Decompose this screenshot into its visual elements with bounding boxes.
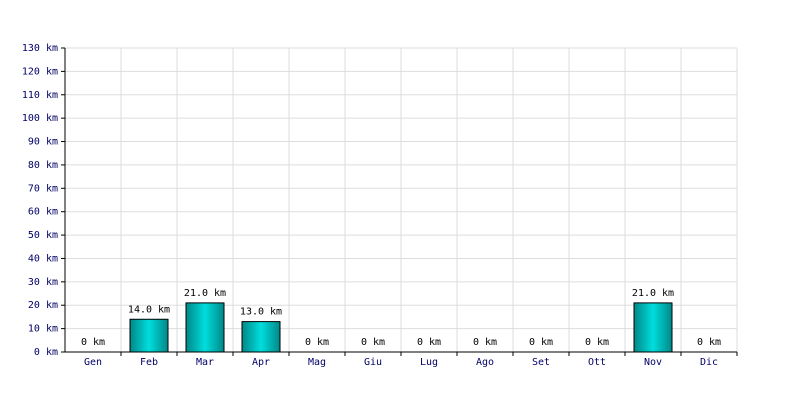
value-label: 0 km	[697, 337, 721, 348]
x-tick-label: Set	[532, 357, 550, 368]
x-tick-label: Ott	[588, 357, 606, 368]
x-tick-label: Mar	[196, 357, 214, 368]
y-tick-label: 80 km	[28, 160, 58, 171]
value-label: 21.0 km	[184, 288, 226, 299]
y-tick-label: 90 km	[28, 137, 58, 148]
value-label: 0 km	[473, 337, 497, 348]
bar	[633, 302, 673, 353]
y-tick-label: 50 km	[28, 230, 58, 241]
y-tick-label: 0 km	[34, 347, 58, 358]
x-tick-label: Nov	[644, 357, 662, 368]
value-label: 0 km	[585, 337, 609, 348]
x-tick-label: Lug	[420, 357, 438, 368]
x-tick-label: Dic	[700, 357, 718, 368]
value-label: 0 km	[417, 337, 441, 348]
y-tick-label: 130 km	[22, 43, 58, 54]
x-tick-label: Mag	[308, 357, 326, 368]
bar	[129, 318, 169, 353]
value-label: 21.0 km	[632, 288, 674, 299]
value-label: 0 km	[529, 337, 553, 348]
bar	[185, 302, 225, 353]
y-tick-label: 100 km	[22, 113, 58, 124]
bar	[241, 321, 281, 353]
x-tick-label: Feb	[140, 357, 158, 368]
y-tick-label: 110 km	[22, 90, 58, 101]
value-label: 0 km	[361, 337, 385, 348]
x-tick-label: Gen	[84, 357, 102, 368]
value-label: 14.0 km	[128, 304, 170, 315]
y-tick-label: 70 km	[28, 183, 58, 194]
y-tick-label: 10 km	[28, 324, 58, 335]
x-tick-label: Ago	[476, 357, 494, 368]
value-label: 0 km	[305, 337, 329, 348]
x-tick-label: Giu	[364, 357, 382, 368]
y-tick-label: 60 km	[28, 207, 58, 218]
value-label: 0 km	[81, 337, 105, 348]
y-tick-label: 30 km	[28, 277, 58, 288]
y-tick-label: 120 km	[22, 66, 58, 77]
value-label: 13.0 km	[240, 307, 282, 318]
y-tick-label: 20 km	[28, 300, 58, 311]
y-tick-label: 40 km	[28, 253, 58, 264]
x-tick-label: Apr	[252, 357, 270, 368]
